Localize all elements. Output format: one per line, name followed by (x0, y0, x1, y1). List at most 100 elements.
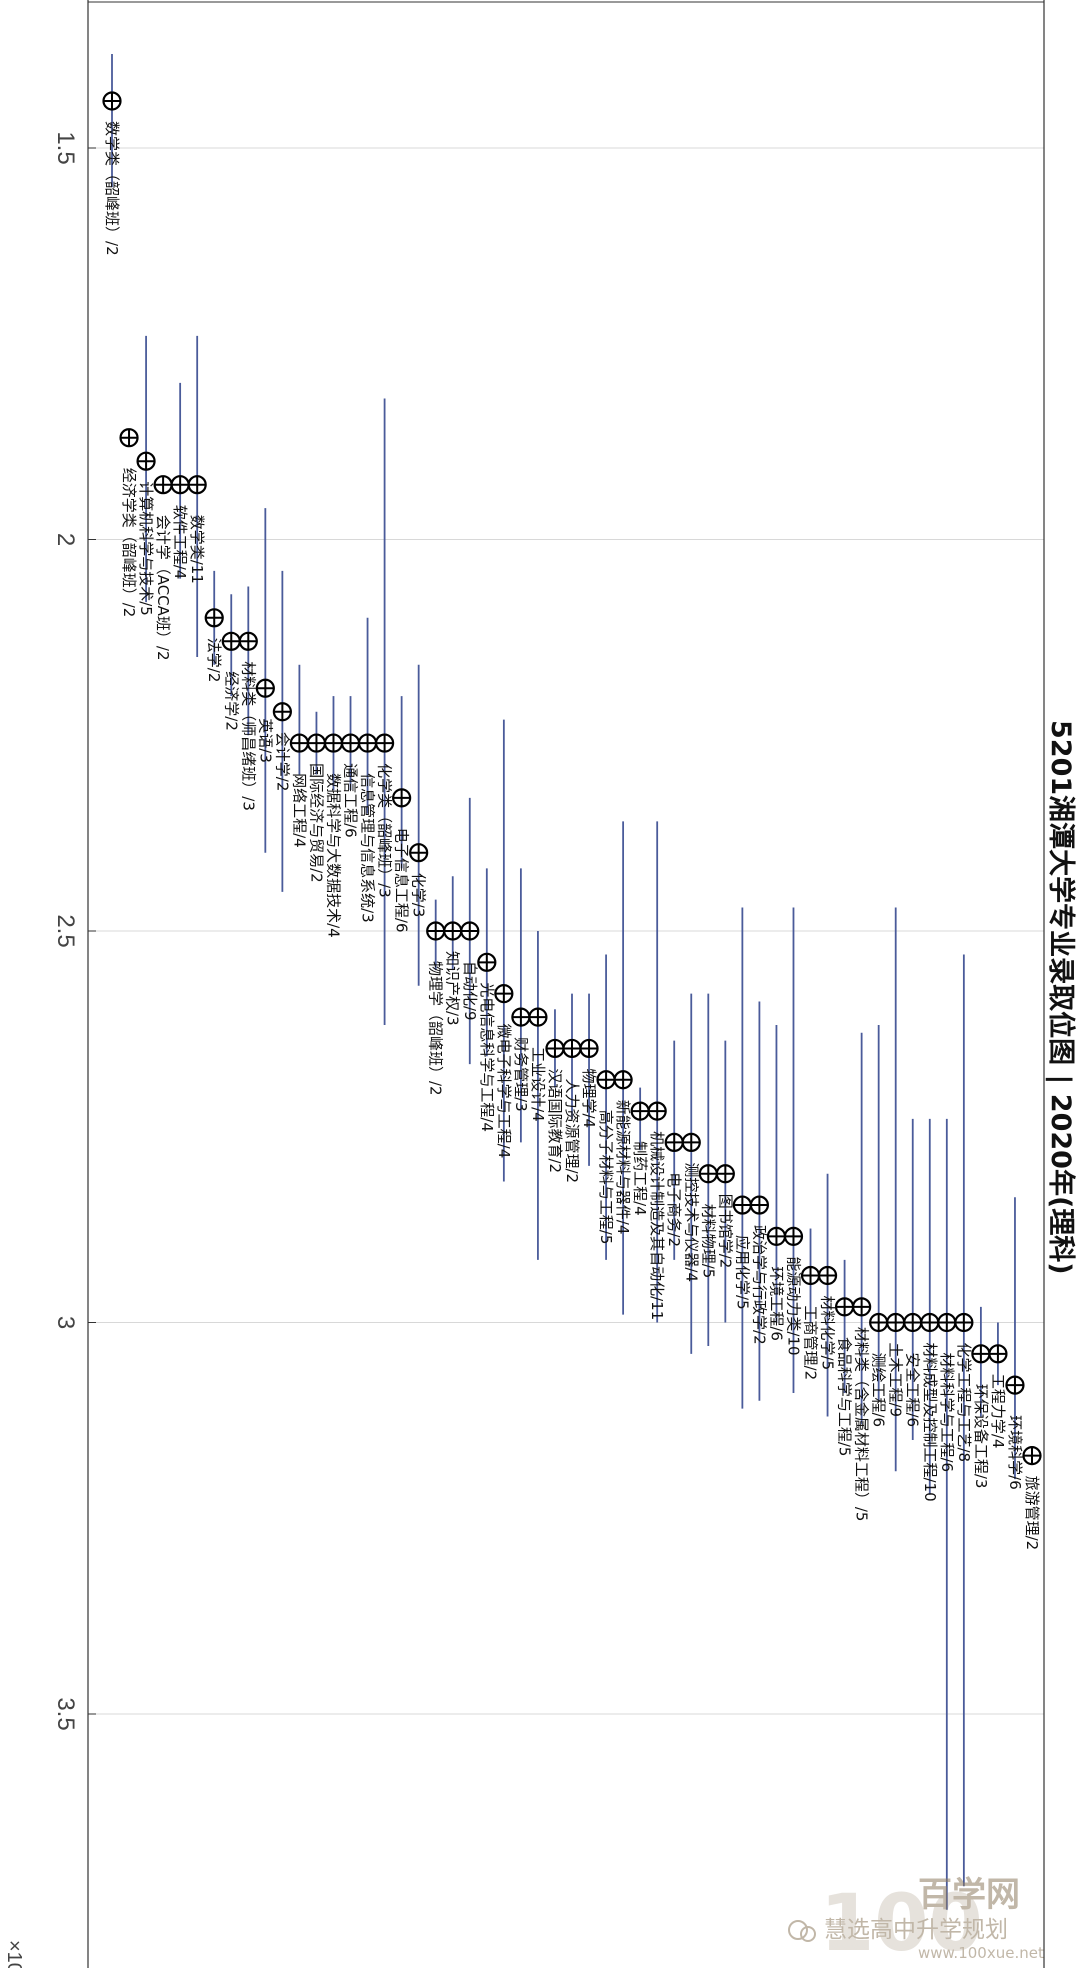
major-label: 网络工程/4 (290, 773, 308, 848)
label-layer: 数学类（韶峰班）/2 经济学类（韶峰班）/2 计算机科学与技术/5 会计学（ACCA班… (103, 121, 1041, 1550)
major-label: 经济学/2 (222, 671, 240, 731)
rank-marker (306, 733, 327, 753)
rank-marker (443, 921, 463, 941)
major-label: 工业设计/4 (529, 1047, 547, 1122)
major-label: 化学/3 (410, 873, 428, 918)
rank-marker (272, 702, 292, 722)
rank-marker (800, 1265, 821, 1286)
y-tick-label: 2 (52, 533, 79, 546)
major-label: 政治学与行政学/2 (750, 1225, 768, 1345)
major-label: 自动化/9 (461, 961, 479, 1021)
axis-exponent-label: ×10⁴ (3, 1940, 25, 1968)
rank-marker (954, 1312, 974, 1333)
y-tick-label: 1.5 (52, 131, 79, 164)
major-label: 新能源材料与器件/4 (614, 1100, 632, 1235)
major-label: 测控技术与仪器/4 (682, 1162, 700, 1282)
major-label: 制药工程/4 (631, 1141, 649, 1216)
major-label: 数据科学与大数据技术/4 (324, 773, 342, 938)
y-tick-label: 3 (52, 1316, 79, 1329)
major-label: 光电信息科学与工程/4 (478, 982, 496, 1132)
rank-marker (647, 1101, 667, 1121)
watermark: 100 百学网 慧选高中升学规划 www.100xue.net (788, 1875, 1044, 1968)
rank-marker (357, 733, 378, 753)
major-label: 化学工程与工艺/8 (955, 1343, 973, 1463)
rank-marker (460, 921, 480, 941)
wechat-icon (788, 1920, 808, 1940)
rank-marker (630, 1101, 650, 1121)
major-label: 知识产权/3 (444, 951, 462, 1026)
rank-marker (732, 1195, 752, 1215)
rank-marker (255, 678, 275, 698)
rank-marker (1005, 1375, 1025, 1395)
rank-marker (289, 733, 310, 753)
rank-marker (698, 1164, 718, 1184)
major-label: 汉语国际教育/2 (546, 1068, 564, 1173)
major-label: 材料类（师昌绪班）/3 (239, 661, 257, 811)
chart-title: 5201湘潭大学专业录取位图 | 2020年(理科) (1045, 720, 1077, 1275)
major-label: 能源动力类/10 (784, 1256, 802, 1355)
rank-marker (545, 1038, 565, 1059)
major-label: 国际经济与贸易/2 (307, 763, 325, 883)
rank-marker (664, 1132, 684, 1153)
major-label: 通信工程/6 (342, 763, 360, 838)
major-label: 土木工程/9 (887, 1343, 905, 1418)
rank-marker (494, 984, 514, 1004)
rank-marker (477, 952, 497, 972)
rank-marker (426, 921, 446, 941)
rank-marker (1022, 1446, 1042, 1466)
rank-marker (238, 631, 258, 651)
major-label: 会计学（ACCA班）/2 (154, 515, 172, 661)
watermark-url: www.100xue.net (918, 1944, 1044, 1962)
major-label: 信息管理与信息系统/3 (359, 773, 377, 923)
rank-marker (596, 1070, 616, 1090)
rank-marker (971, 1344, 991, 1364)
watermark-wechat: 慧选高中升学规划 (824, 1917, 1008, 1943)
major-label: 财务管理/3 (512, 1037, 530, 1112)
tick-layer: 1.5 2 2.5 3 3.5 (52, 131, 96, 1731)
major-label: 机械设计制造及其自动化/11 (648, 1131, 666, 1320)
rank-marker (903, 1312, 923, 1333)
major-label: 环境科学/6 (1006, 1415, 1024, 1490)
major-label: 环境工程/6 (767, 1266, 785, 1341)
rank-marker (153, 475, 173, 495)
rank-marker (613, 1070, 633, 1090)
rank-marker (766, 1226, 787, 1246)
major-label: 工程力学/4 (989, 1374, 1007, 1449)
rank-marker (562, 1038, 582, 1059)
rank-marker (528, 1007, 548, 1027)
major-label: 英语/3 (256, 718, 274, 763)
major-label: 材料化学/5 (819, 1296, 837, 1371)
major-label: 物理学（韶峰班）/2 (427, 961, 445, 1096)
rank-marker (937, 1312, 957, 1333)
rank-marker (409, 843, 429, 863)
watermark-logo: 100 (820, 1879, 983, 1968)
rank-marker (392, 788, 412, 808)
major-label: 电子信息工程/6 (393, 828, 411, 933)
major-label: 电子商务/2 (665, 1172, 683, 1247)
rank-marker (323, 733, 344, 753)
major-label: 物理学/4 (580, 1068, 598, 1128)
rank-marker (136, 451, 156, 471)
major-label: 应用化学/5 (733, 1235, 751, 1310)
y-tick-label: 2.5 (52, 914, 79, 947)
major-label: 法学/2 (205, 638, 223, 683)
rank-marker (340, 733, 361, 753)
rank-marker (204, 608, 224, 628)
rank-marker (221, 631, 241, 651)
major-label: 经济学类（韶峰班）/2 (120, 468, 138, 618)
rank-marker (834, 1297, 855, 1317)
rank-marker (988, 1344, 1008, 1364)
major-label: 数学类（韶峰班）/2 (103, 121, 121, 256)
rank-marker (852, 1297, 872, 1317)
rank-marker (119, 428, 139, 448)
major-label: 材料科学与工程/6 (938, 1353, 956, 1473)
rank-marker (511, 1007, 531, 1027)
major-label: 材料类（含金属材料工程）/5 (853, 1327, 871, 1522)
major-label: 图书馆学/2 (716, 1194, 734, 1269)
rank-marker (715, 1164, 735, 1184)
major-label: 会计学/2 (273, 732, 291, 792)
major-label: 环保设备工程/3 (972, 1384, 990, 1489)
rank-marker (681, 1132, 701, 1153)
